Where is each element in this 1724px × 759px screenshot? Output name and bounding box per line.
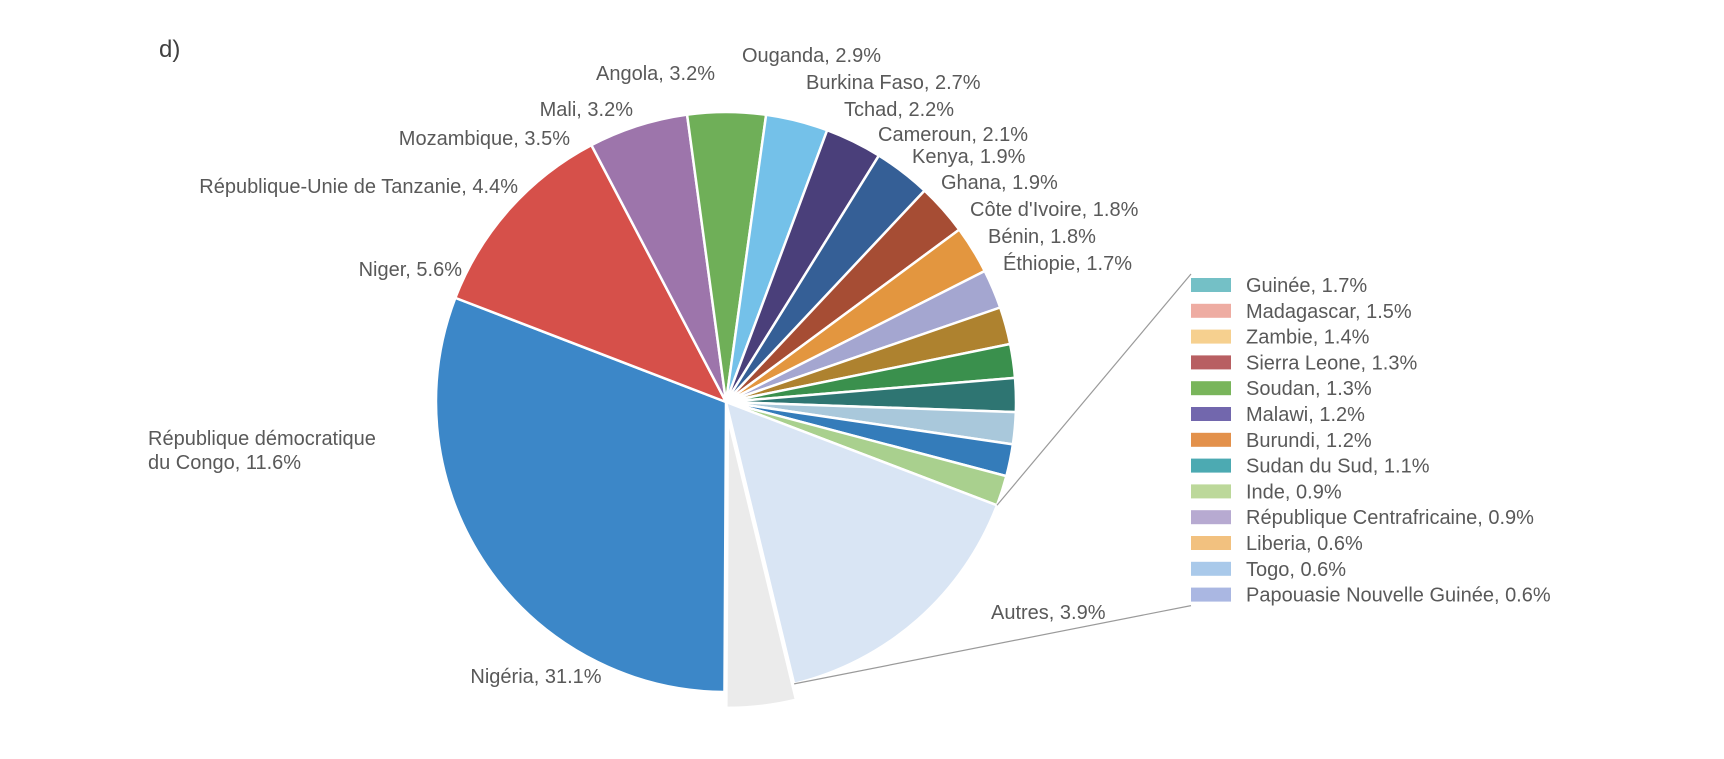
slice-label: Côte d'Ivoire, 1.8% <box>970 199 1139 221</box>
connector-line <box>794 605 1192 685</box>
legend-connectors <box>794 273 1192 685</box>
legend-label: Madagascar, 1.5% <box>1246 301 1412 323</box>
legend-label: Togo, 0.6% <box>1246 559 1346 581</box>
slice-label: Cameroun, 2.1% <box>878 124 1028 146</box>
slice-label: Bénin, 1.8% <box>988 226 1096 248</box>
legend-swatch <box>1191 484 1231 499</box>
slice-label: Éthiopie, 1.7% <box>1003 252 1132 275</box>
slice-label: Angola, 3.2% <box>596 63 715 85</box>
legend-label: Liberia, 0.6% <box>1246 533 1363 555</box>
slice-label: Ghana, 1.9% <box>941 172 1058 194</box>
pie-slices <box>434 110 1018 710</box>
slice-label: Mali, 3.2% <box>540 99 634 121</box>
legend-label: Inde, 0.9% <box>1246 481 1342 503</box>
legend-label: Malawi, 1.2% <box>1246 404 1365 426</box>
legend-swatch <box>1191 561 1231 576</box>
slice-label: Autres, 3.9% <box>991 602 1106 624</box>
pie-slice <box>725 416 798 710</box>
legend-swatch <box>1191 432 1231 447</box>
legend-label: Guinée, 1.7% <box>1246 275 1367 297</box>
legend: Guinée, 1.7% Madagascar, 1.5% Zambie, 1.4%… <box>1191 275 1551 607</box>
pie-slice <box>724 400 999 686</box>
legend-swatch <box>1191 303 1231 318</box>
slice-label: Mozambique, 3.5% <box>399 128 570 150</box>
slice-labels: Nigéria, 31.1% République démocratique du … <box>148 45 1139 688</box>
legend-swatch <box>1191 407 1231 421</box>
legend-label: Soudan, 1.3% <box>1246 378 1372 400</box>
legend-label: Papouasie Nouvelle Guinée, 0.6% <box>1246 585 1551 607</box>
legend-swatch <box>1191 587 1231 602</box>
legend-swatch <box>1191 278 1231 292</box>
legend-label: République Centrafricaine, 0.9% <box>1246 507 1534 529</box>
slice-label: République démocratique du Congo, 11.6% <box>148 428 376 474</box>
slice-label: Kenya, 1.9% <box>912 146 1026 168</box>
slice-label: République-Unie de Tanzanie, 4.4% <box>199 176 518 198</box>
legend-swatch <box>1191 536 1231 550</box>
legend-label: Burundi, 1.2% <box>1246 430 1372 452</box>
pie-slice <box>434 296 728 694</box>
legend-swatch <box>1191 458 1231 473</box>
legend-swatch <box>1191 381 1231 396</box>
legend-label: Sierra Leone, 1.3% <box>1246 352 1417 374</box>
slice-label: Nigéria, 31.1% <box>470 666 601 688</box>
legend-label: Zambie, 1.4% <box>1246 327 1370 349</box>
slice-label: Burkina Faso, 2.7% <box>806 72 981 94</box>
slice-label: Tchad, 2.2% <box>844 99 954 121</box>
panel-label: d) <box>159 36 180 63</box>
pie-slice <box>454 143 728 404</box>
slice-label: Ouganda, 2.9% <box>742 45 881 67</box>
legend-label: Sudan du Sud, 1.1% <box>1246 456 1430 478</box>
legend-swatch <box>1191 355 1231 370</box>
connector-line <box>996 273 1192 506</box>
slice-label: Niger, 5.6% <box>359 259 463 281</box>
legend-swatch <box>1191 329 1231 344</box>
legend-swatch <box>1191 510 1231 525</box>
